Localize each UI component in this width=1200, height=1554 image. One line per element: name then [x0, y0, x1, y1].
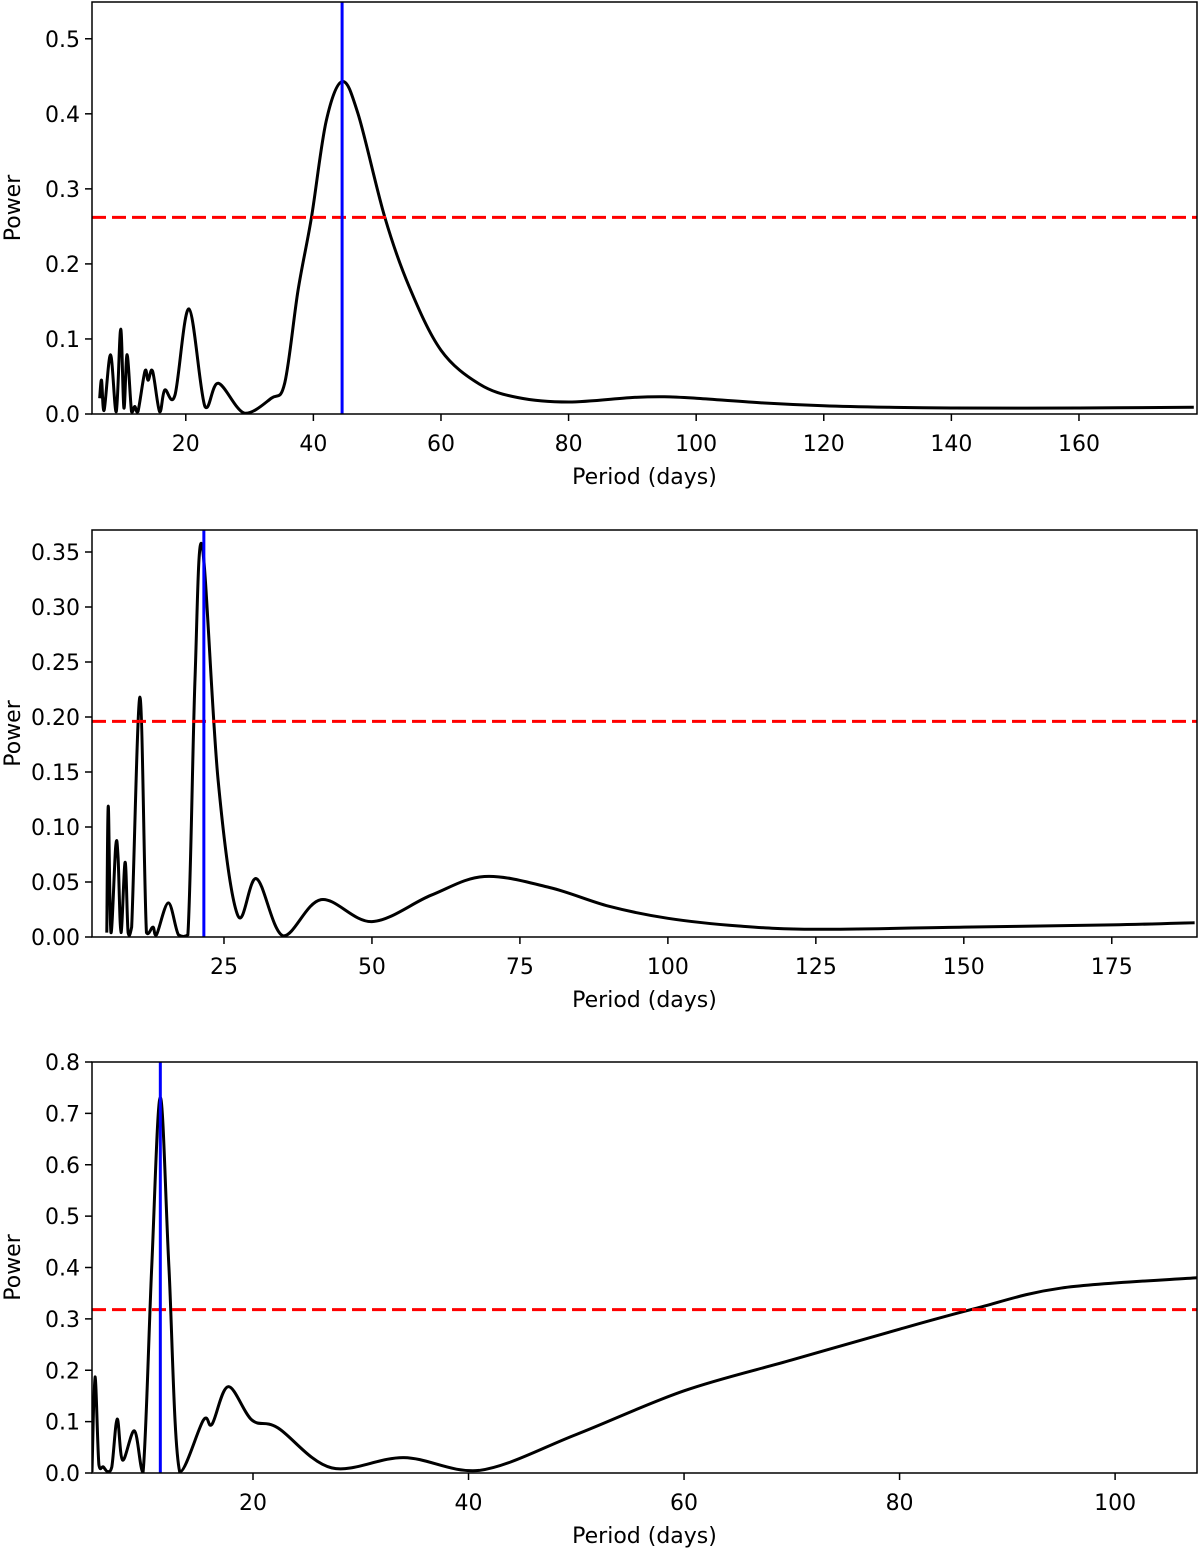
- y-tick-label: 0.20: [31, 706, 80, 731]
- x-tick-label: 100: [647, 955, 689, 980]
- x-tick-label: 20: [239, 1491, 267, 1516]
- y-axis-label: Power: [1, 1233, 26, 1300]
- y-tick-label: 0.6: [45, 1154, 80, 1179]
- axes-frame: [91, 1, 1198, 415]
- y-tick-label: 0.1: [45, 328, 80, 353]
- x-tick-label: 150: [943, 955, 985, 980]
- x-tick-label: 160: [1058, 432, 1100, 457]
- y-axis-label: Power: [1, 699, 26, 766]
- x-tick-label: 100: [675, 432, 717, 457]
- x-tick-label: 60: [670, 1491, 698, 1516]
- y-tick-label: 0.05: [31, 871, 80, 896]
- x-tick-label: 140: [930, 432, 972, 457]
- y-tick-label: 0.35: [31, 541, 80, 566]
- y-tick-label: 0.0: [45, 1462, 80, 1487]
- y-tick-label: 0.0: [45, 403, 80, 428]
- axes-frame: [91, 529, 1198, 938]
- x-tick-label: 80: [555, 432, 583, 457]
- panel-3: 20 40 60 80 100 0.0 0.1 0.2 0.3 0.4 0.5 0.6 0.7 0.8 Pe…: [1, 1051, 1198, 1549]
- y-tick-label: 0.4: [45, 1257, 80, 1282]
- x-tick-label: 80: [886, 1491, 914, 1516]
- y-tick-label: 0.2: [45, 1359, 80, 1384]
- x-tick-label: 120: [803, 432, 845, 457]
- y-axis-label: Power: [1, 174, 26, 241]
- power-curve: [98, 80, 1194, 414]
- y-tick-label: 0.25: [31, 651, 80, 676]
- x-tick-label: 50: [358, 955, 386, 980]
- x-tick-label: 100: [1094, 1491, 1136, 1516]
- y-tick-label: 0.5: [45, 1205, 80, 1230]
- power-curve: [105, 541, 1195, 937]
- x-tick-label: 175: [1091, 955, 1133, 980]
- panel-2: 25 50 75 100 125 150 175 0.00 0.05 0.10 0.15 0.20 0.…: [1, 529, 1198, 1013]
- y-tick-label: 0.2: [45, 253, 80, 278]
- x-tick-label: 125: [795, 955, 837, 980]
- axes-frame: [91, 1061, 1198, 1474]
- x-tick-label: 40: [299, 432, 327, 457]
- panel-1: 20 40 60 80 100 120 140 160 0.0 0.1 0.2 0.3 0.4 0.5 Pe…: [1, 1, 1198, 490]
- y-tick-label: 0.1: [45, 1411, 80, 1436]
- y-tick-label: 0.5: [45, 28, 80, 53]
- y-tick-label: 0.10: [31, 816, 80, 841]
- x-tick-label: 40: [455, 1491, 483, 1516]
- x-axis-label: Period (days): [572, 1524, 717, 1549]
- x-tick-label: 25: [210, 955, 238, 980]
- y-tick-label: 0.8: [45, 1051, 80, 1076]
- y-tick-label: 0.3: [45, 1308, 80, 1333]
- y-tick-label: 0.00: [31, 926, 80, 951]
- x-tick-label: 60: [427, 432, 455, 457]
- y-tick-label: 0.4: [45, 103, 80, 128]
- x-tick-label: 75: [506, 955, 534, 980]
- x-axis-label: Period (days): [572, 465, 717, 490]
- x-axis-label: Period (days): [572, 988, 717, 1013]
- y-tick-label: 0.15: [31, 761, 80, 786]
- y-tick-label: 0.7: [45, 1102, 80, 1127]
- y-tick-label: 0.3: [45, 178, 80, 203]
- x-tick-label: 20: [172, 432, 200, 457]
- y-tick-label: 0.30: [31, 596, 80, 621]
- power-curve: [92, 1095, 1197, 1473]
